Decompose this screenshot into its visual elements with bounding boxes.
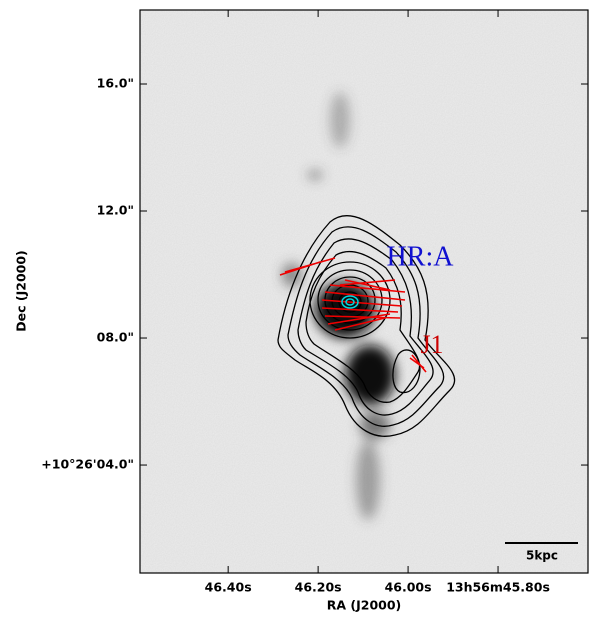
scale-label: 5kpc: [526, 549, 558, 563]
x-tick-label: 13h56m45.80s: [446, 580, 550, 595]
cyan-contours: [341, 295, 359, 309]
y-tick-label: 12.0": [97, 203, 134, 218]
y-axis-label: Dec (J2000): [14, 250, 29, 331]
y-tick-label: 16.0": [97, 75, 134, 90]
x-tick-label: 46.00s: [385, 580, 432, 595]
polarization-vectors: [279, 257, 427, 373]
x-tick-label: 46.40s: [205, 580, 252, 595]
y-tick-label: 08.0": [97, 330, 134, 345]
axes-frame: [139, 9, 589, 574]
annotation: HR:A: [387, 241, 455, 272]
x-tick-label: 46.20s: [295, 580, 342, 595]
x-axis-label: RA (J2000): [327, 598, 402, 613]
image: [140, 10, 588, 573]
y-tick-label: +10°26'04.0": [41, 457, 134, 472]
annotation: J1: [420, 330, 443, 359]
